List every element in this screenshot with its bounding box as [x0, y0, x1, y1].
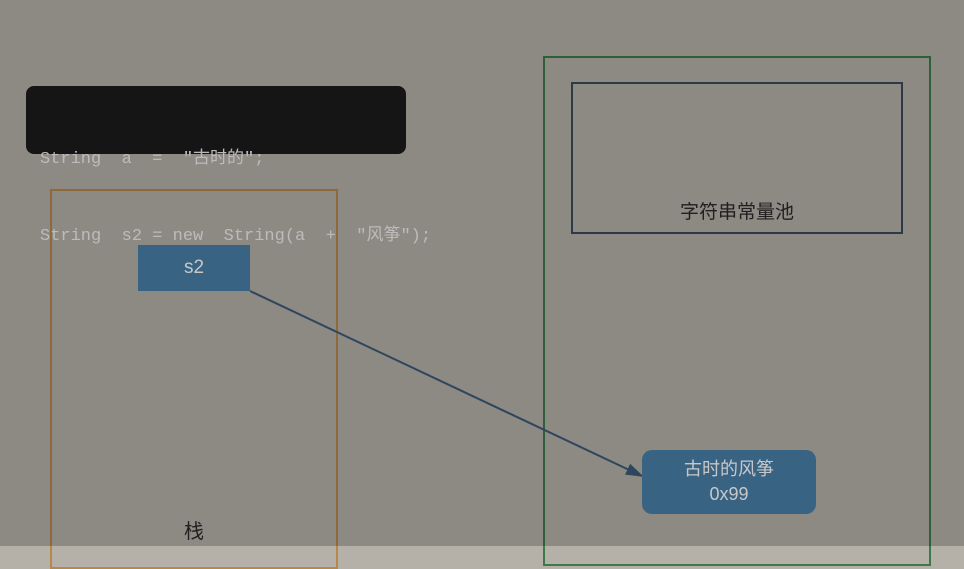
- heap-object-value: 古时的风筝: [684, 457, 774, 482]
- heap-object-address: 0x99: [709, 482, 748, 507]
- code-snippet-box: String a = "古时的"; String s2 = new String…: [26, 86, 406, 154]
- string-pool-label: 字符串常量池: [571, 197, 903, 224]
- stack-label: 栈: [50, 515, 338, 544]
- heap-string-object-box: 古时的风筝 0x99: [642, 450, 816, 514]
- stack-variable-s2-label: s2: [184, 257, 204, 279]
- code-line-1: String a = "古时的";: [40, 147, 392, 173]
- stack-variable-s2: s2: [138, 245, 250, 291]
